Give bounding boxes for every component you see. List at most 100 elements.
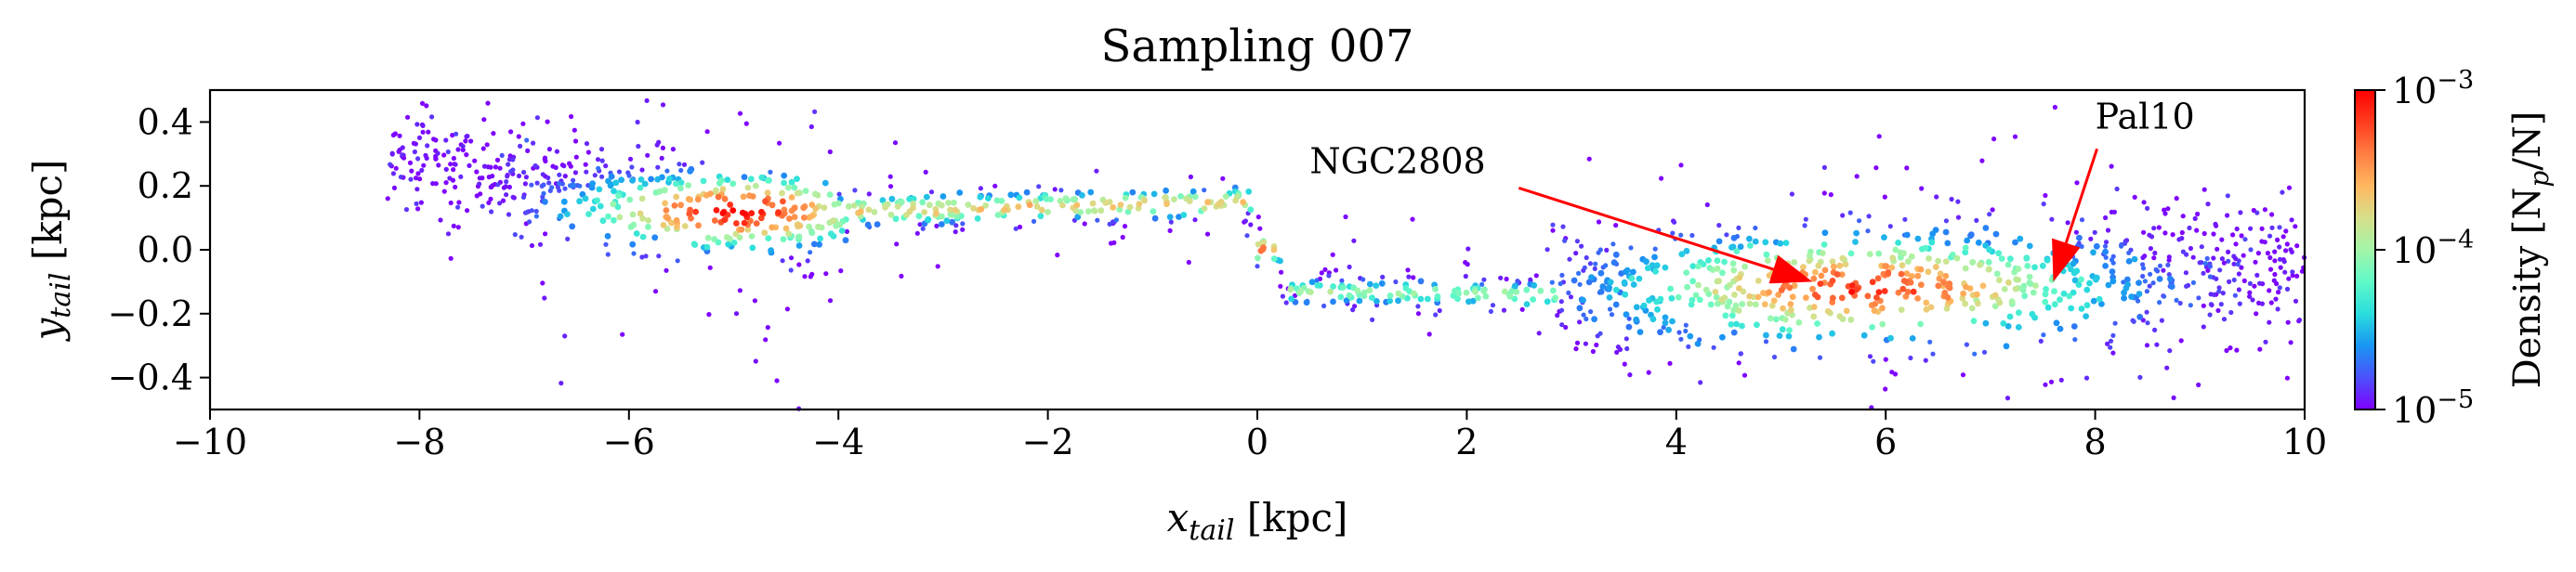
data-point <box>1763 339 1769 344</box>
data-point <box>2211 292 2217 297</box>
data-point <box>838 228 846 234</box>
data-point <box>1959 294 1966 302</box>
data-point <box>749 244 756 252</box>
data-point <box>1573 251 1579 256</box>
data-point <box>1899 250 1907 257</box>
data-point <box>2079 217 2085 223</box>
data-point <box>2269 212 2275 217</box>
data-point <box>388 162 393 167</box>
data-point <box>838 268 844 274</box>
data-point <box>2247 293 2253 299</box>
data-point <box>830 217 836 225</box>
data-point <box>589 180 596 188</box>
data-point <box>1715 300 1721 307</box>
data-point <box>1536 331 1542 336</box>
data-point <box>2272 271 2278 278</box>
x-tick-label: 10 <box>2282 422 2327 462</box>
data-point <box>1610 241 1616 247</box>
data-point <box>1903 270 1911 277</box>
data-point <box>2196 295 2201 301</box>
data-point <box>1739 322 1745 330</box>
data-point <box>2254 311 2259 317</box>
colorbar-ticks: 10−5 10−4 10−3 <box>2375 66 2474 431</box>
data-point <box>1678 251 1686 258</box>
data-point <box>786 215 793 222</box>
data-point <box>2140 273 2146 280</box>
data-point <box>480 146 486 151</box>
data-point <box>940 193 947 200</box>
data-point <box>1729 260 1737 267</box>
data-point <box>1979 158 1985 163</box>
data-point <box>1985 258 1992 266</box>
data-point <box>1186 198 1193 205</box>
data-point <box>2259 239 2265 244</box>
data-point <box>477 181 482 187</box>
data-point <box>571 177 576 183</box>
data-point <box>670 147 677 152</box>
data-point <box>614 203 622 211</box>
data-point <box>2187 225 2192 231</box>
data-point <box>1847 316 1855 323</box>
data-point <box>1410 216 1415 222</box>
data-point <box>644 98 650 103</box>
data-point <box>1465 262 1470 267</box>
data-point <box>1204 231 1211 237</box>
data-point <box>1023 188 1031 196</box>
data-point <box>1981 349 1988 355</box>
data-point <box>794 176 800 183</box>
data-point <box>559 181 566 187</box>
data-point <box>1095 217 1100 223</box>
data-point <box>615 192 622 200</box>
data-point <box>1875 250 1883 257</box>
data-point <box>2043 286 2050 292</box>
data-point <box>1255 214 1261 220</box>
data-point <box>817 235 823 242</box>
data-point <box>814 191 821 199</box>
data-point <box>1560 224 1566 229</box>
data-point <box>585 211 592 218</box>
data-point <box>1591 316 1597 323</box>
data-point <box>1715 238 1723 245</box>
data-point <box>2219 237 2225 242</box>
data-point <box>1974 291 1980 298</box>
data-point <box>577 183 583 188</box>
data-point <box>1874 275 1882 282</box>
data-point <box>599 217 607 225</box>
annotations: NGC2808 Pal10 <box>1309 96 2195 284</box>
data-point <box>576 198 583 205</box>
data-point <box>800 204 808 212</box>
data-point <box>1662 314 1669 321</box>
data-point <box>392 131 398 136</box>
data-point <box>1519 306 1525 312</box>
data-point <box>2016 309 2022 317</box>
data-point <box>493 164 499 170</box>
data-point <box>1326 273 1332 279</box>
data-point <box>651 234 659 241</box>
data-point <box>1689 263 1697 269</box>
data-point <box>549 185 555 190</box>
data-point <box>1736 274 1743 281</box>
data-point <box>534 115 541 121</box>
data-point <box>441 152 447 158</box>
data-point <box>2136 280 2142 286</box>
data-point <box>1354 287 1361 294</box>
data-point <box>1630 268 1636 276</box>
data-point <box>1854 174 1860 179</box>
data-point <box>1883 386 1888 392</box>
data-point <box>1824 307 1832 315</box>
data-point <box>1016 194 1023 202</box>
data-point <box>2283 228 2289 234</box>
data-point <box>1941 289 1949 296</box>
data-point <box>1232 197 1239 204</box>
data-point <box>451 167 456 173</box>
data-point <box>1873 165 1879 171</box>
data-point <box>1576 305 1584 312</box>
data-point <box>2136 313 2144 320</box>
data-point <box>569 113 574 120</box>
data-point <box>2109 163 2114 169</box>
data-point <box>1665 326 1672 333</box>
data-point <box>761 229 769 237</box>
data-point <box>1675 293 1682 301</box>
data-point <box>2248 226 2254 231</box>
data-point <box>919 199 927 206</box>
